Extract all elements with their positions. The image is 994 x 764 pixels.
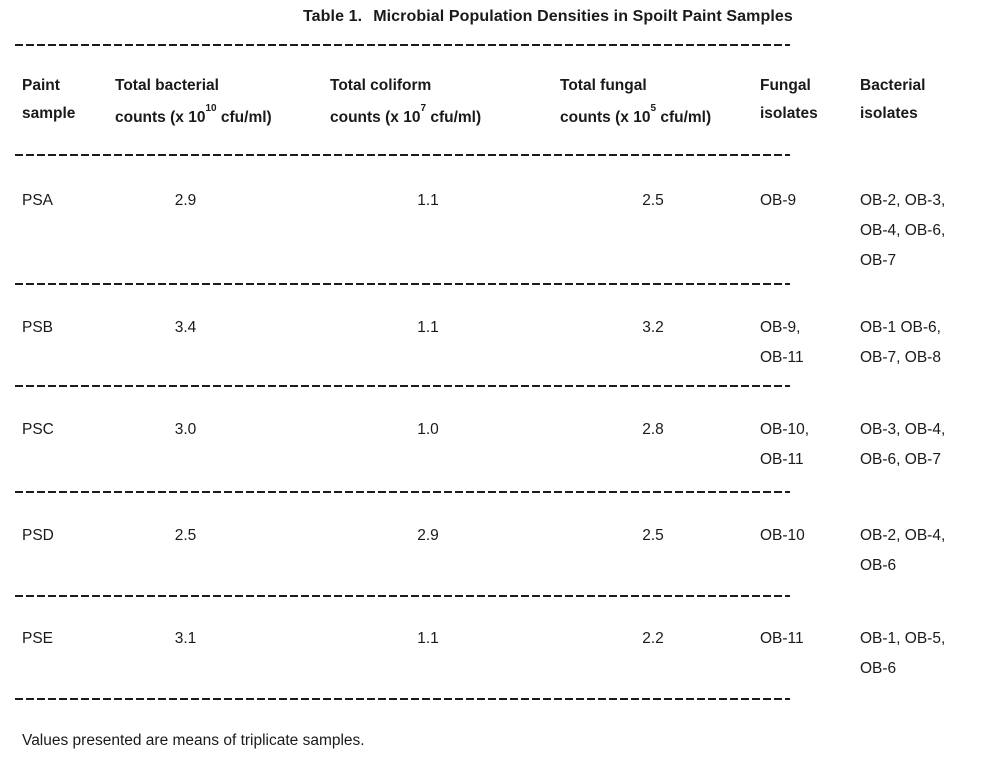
table-header-row: Paint sample Total bacterial counts (x 1… — [15, 72, 994, 132]
cell-fungal-count: 2.8 — [642, 421, 664, 439]
cell-bacterial-isolates: OB-2, OB-3, OB-4, OB-6, OB-7 — [860, 192, 946, 270]
cell-fungal-count: 2.2 — [642, 630, 664, 648]
header-total-bacterial-counts: Total bacterial counts (x 1010 cfu/ml) — [115, 77, 272, 127]
cell-coliform-count: 1.1 — [417, 319, 439, 337]
cell-fungal-isolates: OB-10, OB-11 — [760, 421, 810, 469]
cell-paint-sample: PSD — [22, 527, 54, 545]
exponent-7: 7 — [420, 103, 427, 114]
cell-coliform-count: 1.1 — [417, 192, 439, 210]
cell-coliform-count: 2.9 — [417, 527, 439, 545]
cell-bacterial-count: 2.5 — [174, 527, 197, 545]
header-total-fungal-counts: Total fungal counts (x 105 cfu/ml) — [560, 77, 712, 127]
row-separator-rule — [15, 283, 790, 286]
cell-bacterial-count: 3.1 — [174, 630, 197, 648]
cell-bacterial-count: 2.9 — [174, 192, 197, 210]
table-top-rule — [15, 44, 790, 46]
cell-fungal-isolates: OB-9 — [760, 192, 797, 210]
header-paint-sample: Paint sample — [22, 77, 76, 122]
cell-fungal-isolates: OB-10 — [760, 527, 805, 545]
row-separator-rule — [15, 385, 790, 388]
cell-fungal-count: 2.5 — [642, 192, 664, 210]
table-row-psc: PSC 3.0 1.0 2.8 OB-10, OB-11 OB-3, OB-4,… — [15, 415, 994, 475]
table-row-psa: PSA 2.9 1.1 2.5 OB-9 OB-2, OB-3, OB-4, O… — [15, 186, 994, 276]
row-separator-rule — [15, 595, 790, 598]
cell-paint-sample: PSE — [22, 630, 54, 648]
table-footnote: Values presented are means of triplicate… — [22, 732, 365, 750]
cell-coliform-count: 1.0 — [417, 421, 439, 439]
cell-coliform-count: 1.1 — [417, 630, 439, 648]
table-number-label: Table 1. — [303, 8, 363, 25]
exponent-10: 10 — [205, 103, 217, 114]
header-bacterial-isolates: Bacterial isolates — [860, 77, 926, 122]
cell-bacterial-isolates: OB-2, OB-4, OB-6 — [860, 527, 946, 575]
row-separator-rule — [15, 491, 790, 494]
cell-bacterial-isolates: OB-3, OB-4, OB-6, OB-7 — [860, 421, 946, 469]
cell-paint-sample: PSA — [22, 192, 54, 210]
cell-fungal-count: 2.5 — [642, 527, 664, 545]
cell-bacterial-isolates: OB-1 OB-6, OB-7, OB-8 — [860, 319, 941, 367]
cell-paint-sample: PSB — [22, 319, 54, 337]
table-bottom-rule — [15, 698, 790, 701]
table-row-psb: PSB 3.4 1.1 3.2 OB-9, OB-11 OB-1 OB-6, O… — [15, 313, 994, 373]
table-title: Table 1. Microbial Population Densities i… — [303, 8, 994, 26]
cell-paint-sample: PSC — [22, 421, 54, 439]
cell-fungal-count: 3.2 — [642, 319, 664, 337]
table-title-text: Microbial Population Densities in Spoilt… — [373, 8, 793, 25]
cell-fungal-isolates: OB-9, OB-11 — [760, 319, 804, 367]
header-separator-rule — [15, 154, 790, 157]
header-fungal-isolates: Fungal isolates — [760, 77, 818, 122]
exponent-5: 5 — [650, 103, 657, 114]
cell-bacterial-count: 3.0 — [174, 421, 197, 439]
table-row-psd: PSD 2.5 2.9 2.5 OB-10 OB-2, OB-4, OB-6 — [15, 521, 994, 581]
header-total-coliform-counts: Total coliform counts (x 107 cfu/ml) — [330, 77, 482, 127]
cell-bacterial-isolates: OB-1, OB-5, OB-6 — [860, 630, 946, 678]
table-row-pse: PSE 3.1 1.1 2.2 OB-11 OB-1, OB-5, OB-6 — [15, 624, 994, 684]
cell-fungal-isolates: OB-11 — [760, 630, 804, 648]
cell-bacterial-count: 3.4 — [174, 319, 197, 337]
